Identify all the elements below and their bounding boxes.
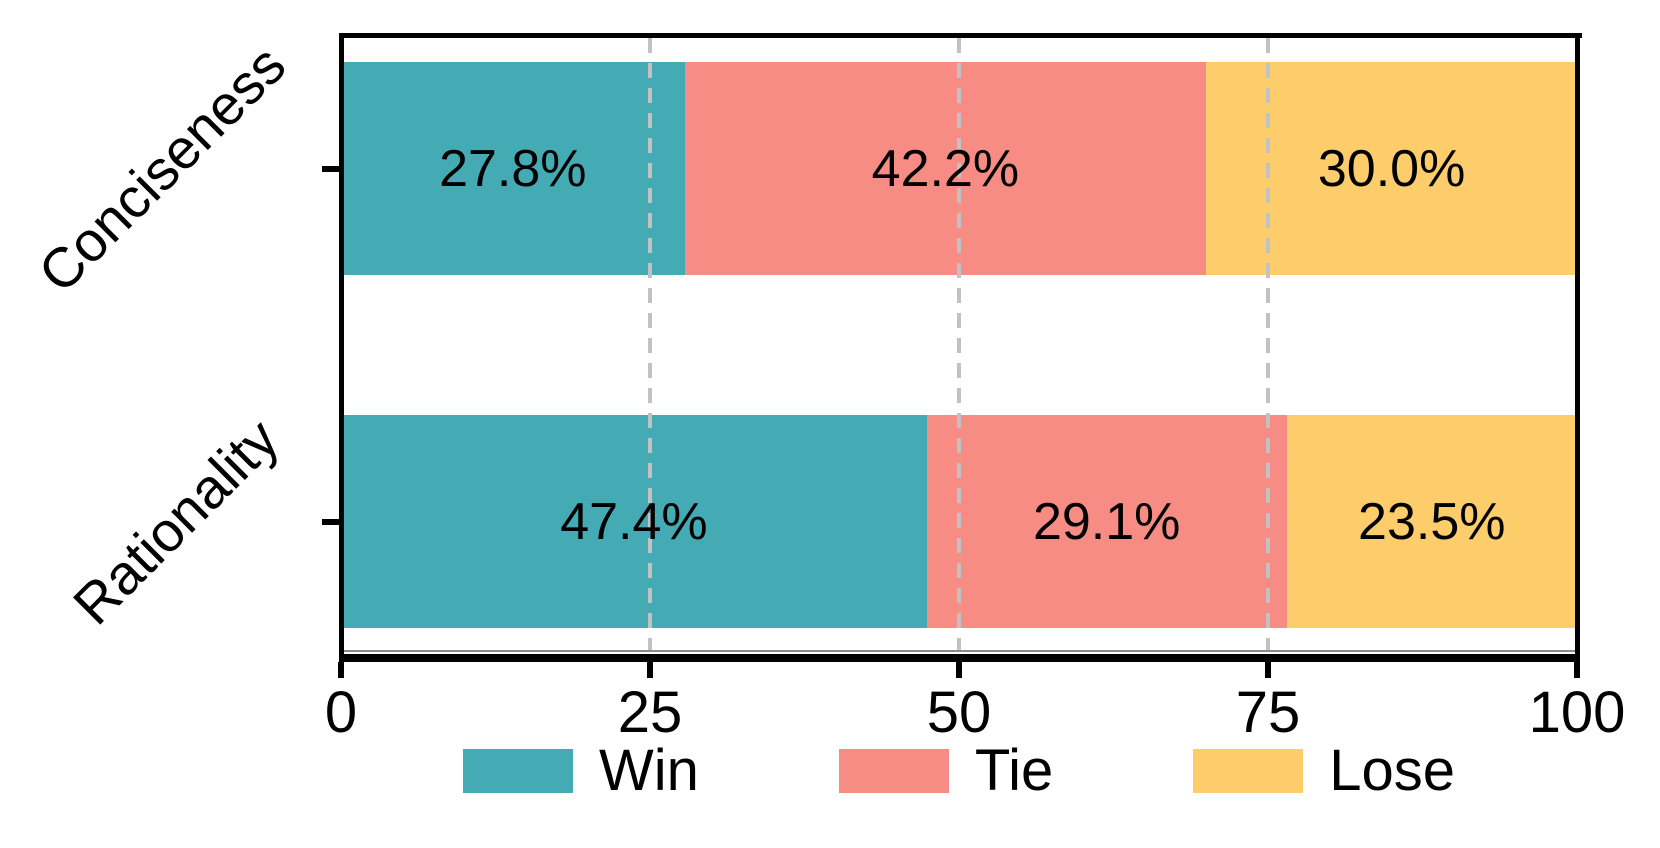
gridline-x-50 <box>957 38 961 650</box>
y-tick-mark-conciseness <box>322 165 339 172</box>
y-tick-label-conciseness: Conciseness <box>26 32 298 304</box>
legend-label-win: Win <box>598 738 699 803</box>
x-tick-mark-25 <box>647 662 653 678</box>
x-axis-line <box>339 654 1580 662</box>
legend-item-tie: Tie <box>838 738 1054 803</box>
bar-value-label-tie-conciseness: 42.2% <box>871 139 1020 198</box>
x-tick-mark-100 <box>1574 662 1580 678</box>
y-tick-mark-rationality <box>322 518 339 525</box>
plot-spine-top <box>339 33 1582 38</box>
legend-swatch-lose <box>1193 749 1304 793</box>
bar-segment-tie-conciseness <box>684 62 1207 275</box>
gridline-x-75 <box>1266 38 1270 650</box>
bar-value-label-win-rationality: 47.4% <box>560 492 708 551</box>
y-tick-label-rationality: Rationality <box>60 406 291 636</box>
legend-swatch-win <box>462 749 573 793</box>
x-axis-thin-baseline <box>341 650 1577 652</box>
plot-spine-right <box>1575 33 1580 658</box>
bar-segment-win-rationality <box>341 415 927 628</box>
bar-segment-tie-rationality <box>926 415 1287 628</box>
bar-segment-lose-rationality <box>1286 415 1577 628</box>
bar-value-label-lose-rationality: 23.5% <box>1358 492 1506 551</box>
legend-swatch-tie <box>838 749 949 793</box>
x-tick-mark-75 <box>1265 662 1271 678</box>
legend-item-win: Win <box>462 738 699 803</box>
x-tick-mark-50 <box>956 662 962 678</box>
bar-value-label-lose-conciseness: 30.0% <box>1317 139 1466 198</box>
legend-label-lose: Lose <box>1329 738 1456 803</box>
bar-value-label-tie-rationality: 29.1% <box>1032 492 1181 551</box>
x-tick-label-50: 50 <box>926 680 992 745</box>
gridline-x-25 <box>648 38 652 650</box>
x-tick-label-75: 75 <box>1235 680 1301 745</box>
x-tick-mark-0 <box>338 662 344 678</box>
x-tick-label-100: 100 <box>1528 680 1626 745</box>
x-tick-label-0: 0 <box>324 680 358 745</box>
legend: Win Tie Lose <box>341 742 1577 800</box>
bar-value-label-win-conciseness: 27.8% <box>439 139 587 198</box>
bar-segment-win-conciseness <box>341 62 685 275</box>
legend-label-tie: Tie <box>974 738 1054 803</box>
x-tick-label-25: 25 <box>617 680 683 745</box>
plot-spine-left <box>339 33 344 658</box>
legend-item-lose: Lose <box>1193 742 1455 800</box>
